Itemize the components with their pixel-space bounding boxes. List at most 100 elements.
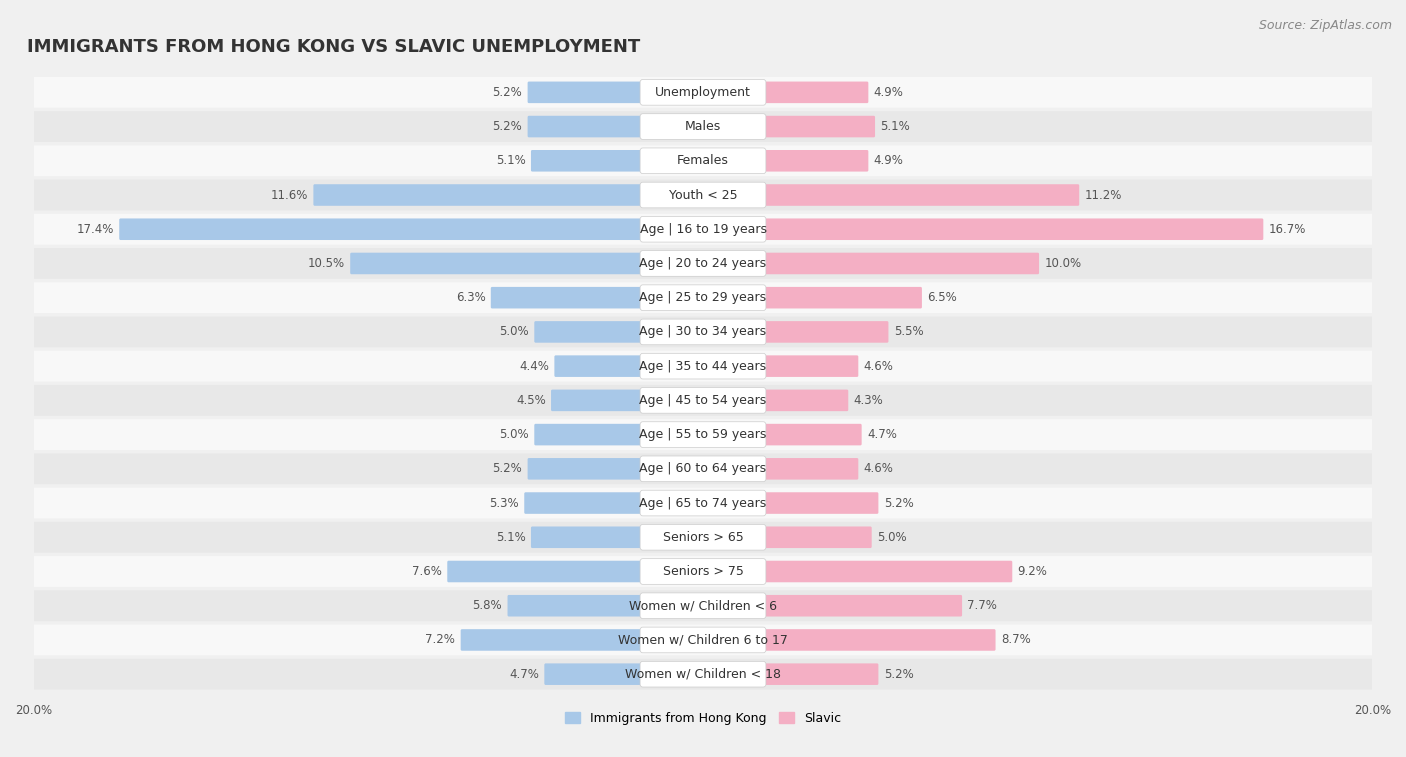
Text: Youth < 25: Youth < 25 xyxy=(669,188,737,201)
FancyBboxPatch shape xyxy=(544,663,704,685)
FancyBboxPatch shape xyxy=(34,488,1372,519)
FancyBboxPatch shape xyxy=(508,595,704,616)
FancyBboxPatch shape xyxy=(34,385,1372,416)
Text: 10.5%: 10.5% xyxy=(308,257,344,270)
FancyBboxPatch shape xyxy=(554,355,704,377)
FancyBboxPatch shape xyxy=(34,590,1372,621)
FancyBboxPatch shape xyxy=(34,659,1372,690)
FancyBboxPatch shape xyxy=(640,114,766,139)
FancyBboxPatch shape xyxy=(640,559,766,584)
FancyBboxPatch shape xyxy=(702,390,848,411)
FancyBboxPatch shape xyxy=(491,287,704,308)
FancyBboxPatch shape xyxy=(34,145,1372,176)
FancyBboxPatch shape xyxy=(702,561,1012,582)
Text: 16.7%: 16.7% xyxy=(1268,223,1306,235)
Text: Women w/ Children < 18: Women w/ Children < 18 xyxy=(626,668,780,681)
Text: 5.2%: 5.2% xyxy=(884,668,914,681)
FancyBboxPatch shape xyxy=(640,388,766,413)
Text: 4.5%: 4.5% xyxy=(516,394,546,407)
FancyBboxPatch shape xyxy=(640,79,766,105)
Text: 5.0%: 5.0% xyxy=(499,428,529,441)
FancyBboxPatch shape xyxy=(640,456,766,481)
FancyBboxPatch shape xyxy=(34,316,1372,347)
Text: Source: ZipAtlas.com: Source: ZipAtlas.com xyxy=(1258,19,1392,32)
Text: Age | 35 to 44 years: Age | 35 to 44 years xyxy=(640,360,766,372)
Text: 4.6%: 4.6% xyxy=(863,360,894,372)
Text: 5.3%: 5.3% xyxy=(489,497,519,509)
FancyBboxPatch shape xyxy=(640,251,766,276)
FancyBboxPatch shape xyxy=(534,321,704,343)
Text: 9.2%: 9.2% xyxy=(1018,565,1047,578)
FancyBboxPatch shape xyxy=(640,217,766,242)
FancyBboxPatch shape xyxy=(531,150,704,172)
Text: 4.7%: 4.7% xyxy=(868,428,897,441)
FancyBboxPatch shape xyxy=(640,525,766,550)
FancyBboxPatch shape xyxy=(527,116,704,137)
FancyBboxPatch shape xyxy=(34,282,1372,313)
Text: Seniors > 65: Seniors > 65 xyxy=(662,531,744,544)
Text: 5.5%: 5.5% xyxy=(894,326,924,338)
FancyBboxPatch shape xyxy=(34,248,1372,279)
Text: 11.6%: 11.6% xyxy=(271,188,308,201)
FancyBboxPatch shape xyxy=(702,595,962,616)
Text: 4.4%: 4.4% xyxy=(519,360,548,372)
Text: 7.2%: 7.2% xyxy=(426,634,456,646)
Text: 4.9%: 4.9% xyxy=(873,154,904,167)
FancyBboxPatch shape xyxy=(702,116,875,137)
Text: Males: Males xyxy=(685,120,721,133)
FancyBboxPatch shape xyxy=(350,253,704,274)
Text: Age | 45 to 54 years: Age | 45 to 54 years xyxy=(640,394,766,407)
Text: 5.2%: 5.2% xyxy=(492,120,522,133)
Text: Women w/ Children < 6: Women w/ Children < 6 xyxy=(628,600,778,612)
Text: Age | 20 to 24 years: Age | 20 to 24 years xyxy=(640,257,766,270)
Text: 5.0%: 5.0% xyxy=(877,531,907,544)
FancyBboxPatch shape xyxy=(34,453,1372,484)
Text: Women w/ Children 6 to 17: Women w/ Children 6 to 17 xyxy=(619,634,787,646)
FancyBboxPatch shape xyxy=(524,492,704,514)
Text: 7.6%: 7.6% xyxy=(412,565,441,578)
Text: 4.3%: 4.3% xyxy=(853,394,883,407)
Text: Age | 55 to 59 years: Age | 55 to 59 years xyxy=(640,428,766,441)
FancyBboxPatch shape xyxy=(314,184,704,206)
Text: 5.0%: 5.0% xyxy=(499,326,529,338)
FancyBboxPatch shape xyxy=(702,184,1080,206)
FancyBboxPatch shape xyxy=(702,219,1264,240)
Text: 6.3%: 6.3% xyxy=(456,291,485,304)
FancyBboxPatch shape xyxy=(34,556,1372,587)
Text: 6.5%: 6.5% xyxy=(928,291,957,304)
FancyBboxPatch shape xyxy=(34,350,1372,382)
FancyBboxPatch shape xyxy=(702,492,879,514)
Text: 5.8%: 5.8% xyxy=(472,600,502,612)
FancyBboxPatch shape xyxy=(702,287,922,308)
FancyBboxPatch shape xyxy=(702,150,869,172)
FancyBboxPatch shape xyxy=(447,561,704,582)
FancyBboxPatch shape xyxy=(640,422,766,447)
FancyBboxPatch shape xyxy=(702,253,1039,274)
FancyBboxPatch shape xyxy=(702,629,995,651)
FancyBboxPatch shape xyxy=(34,213,1372,245)
FancyBboxPatch shape xyxy=(34,179,1372,210)
Text: 4.7%: 4.7% xyxy=(509,668,538,681)
FancyBboxPatch shape xyxy=(640,354,766,379)
FancyBboxPatch shape xyxy=(640,491,766,516)
Text: 5.1%: 5.1% xyxy=(496,531,526,544)
FancyBboxPatch shape xyxy=(702,458,858,480)
Text: Age | 16 to 19 years: Age | 16 to 19 years xyxy=(640,223,766,235)
Text: 5.1%: 5.1% xyxy=(880,120,910,133)
FancyBboxPatch shape xyxy=(640,285,766,310)
FancyBboxPatch shape xyxy=(527,458,704,480)
FancyBboxPatch shape xyxy=(551,390,704,411)
Text: 7.7%: 7.7% xyxy=(967,600,997,612)
FancyBboxPatch shape xyxy=(640,627,766,653)
FancyBboxPatch shape xyxy=(640,148,766,173)
FancyBboxPatch shape xyxy=(534,424,704,445)
FancyBboxPatch shape xyxy=(702,663,879,685)
FancyBboxPatch shape xyxy=(702,82,869,103)
FancyBboxPatch shape xyxy=(527,82,704,103)
FancyBboxPatch shape xyxy=(34,522,1372,553)
Text: Age | 65 to 74 years: Age | 65 to 74 years xyxy=(640,497,766,509)
Text: Unemployment: Unemployment xyxy=(655,86,751,99)
Text: Age | 25 to 29 years: Age | 25 to 29 years xyxy=(640,291,766,304)
FancyBboxPatch shape xyxy=(702,321,889,343)
Text: 5.2%: 5.2% xyxy=(884,497,914,509)
